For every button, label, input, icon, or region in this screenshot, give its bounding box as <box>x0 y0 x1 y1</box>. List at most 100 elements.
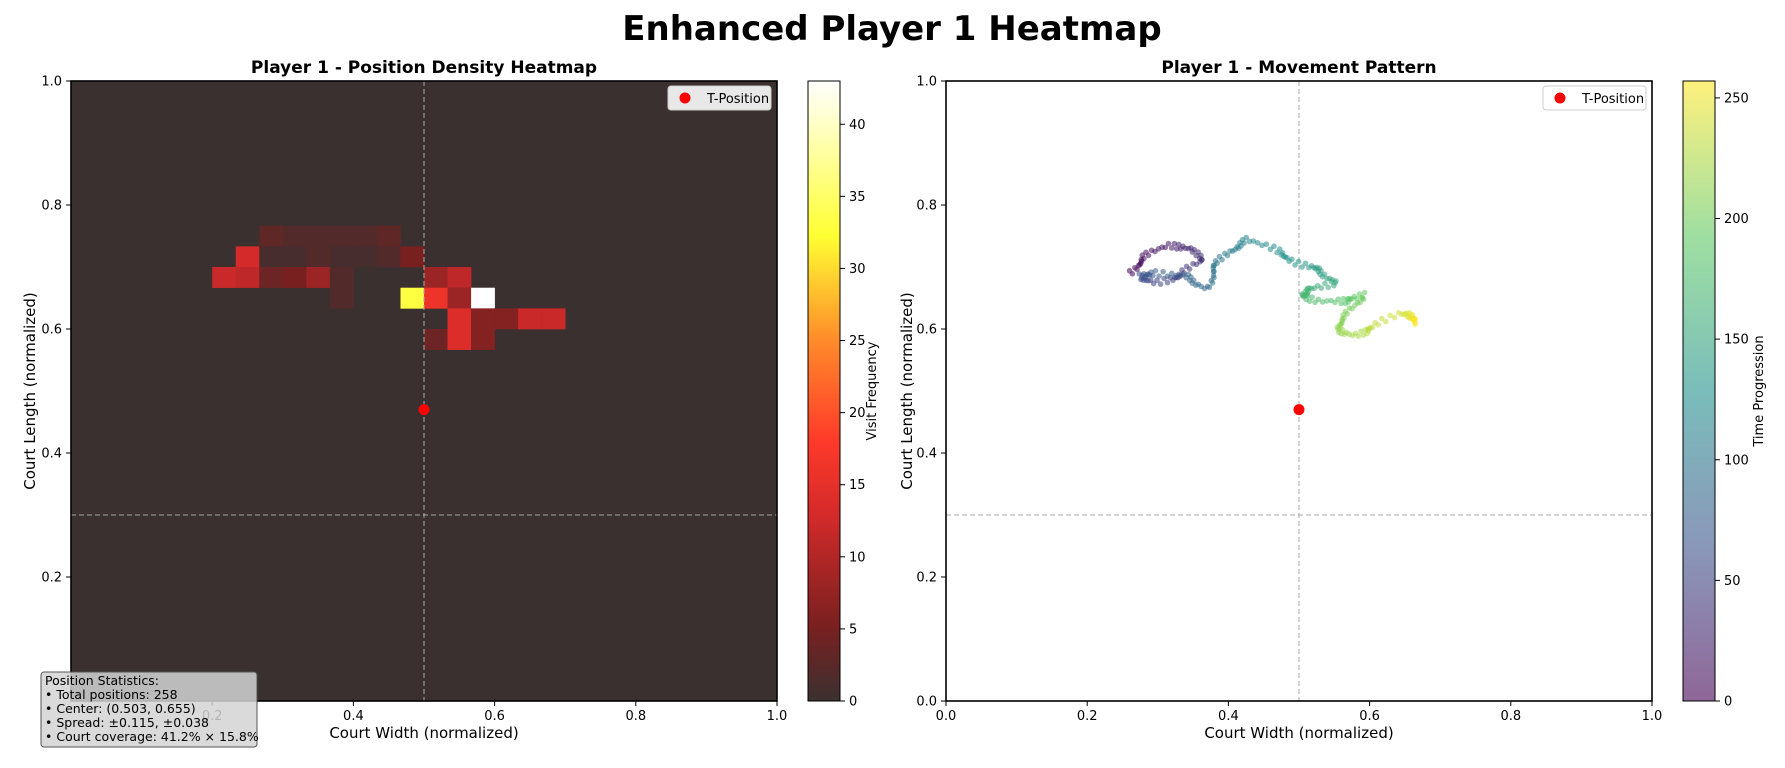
movement-colorbar-tick-label: 150 <box>1724 333 1749 348</box>
movement-point <box>1391 314 1398 321</box>
heatmap-cell <box>212 267 237 288</box>
heatmap-x-tick-label: 1.0 <box>767 709 788 724</box>
heatmap-cells <box>212 225 566 350</box>
movement-point <box>1383 318 1389 325</box>
heatmap-cell <box>329 287 354 309</box>
movement-colorbar-tick-label: 100 <box>1724 453 1749 468</box>
heatmap-colorbar-label: Visit Frequency <box>865 341 880 440</box>
movement-point <box>1379 315 1385 322</box>
movement-point <box>1156 273 1162 279</box>
heatmap-cell <box>282 225 307 247</box>
movement-point <box>1271 243 1277 250</box>
movement-t-position-dot <box>1293 404 1305 416</box>
heatmap-cell <box>353 246 378 268</box>
heatmap-legend-label: T-Position <box>706 92 769 107</box>
heatmap-x-tick-label: 0.4 <box>343 709 364 724</box>
heatmap-cell <box>329 225 354 247</box>
heatmap-y-tick-label: 0.6 <box>41 323 62 338</box>
heatmap-x-tick-label: 0.6 <box>484 709 505 724</box>
heatmap-colorbar-tick-label: 0 <box>849 695 857 710</box>
heatmap-cell <box>306 267 331 288</box>
heatmap-axes-frame <box>70 80 778 702</box>
movement-point <box>1209 280 1216 286</box>
movement-point <box>1169 270 1175 277</box>
heatmap-cell <box>424 329 448 350</box>
movement-point <box>1369 324 1376 331</box>
movement-point <box>1241 240 1247 246</box>
movement-point <box>1304 292 1311 299</box>
movement-point <box>1254 240 1261 246</box>
movement-guide-lines <box>946 81 1652 701</box>
heatmap-cell <box>329 246 354 268</box>
movement-point <box>1325 284 1332 291</box>
movement-point <box>1190 277 1197 284</box>
movement-y-tick-label: 0.6 <box>916 323 937 338</box>
movement-point <box>1375 322 1382 328</box>
movement-point <box>1129 271 1136 277</box>
movement-point <box>1173 246 1180 252</box>
heatmap-cell <box>471 287 495 309</box>
movement-point <box>1322 280 1328 287</box>
stats-line-total-positions: • Total positions: 258 <box>45 687 178 702</box>
heatmap-colorbar-gradient <box>807 80 841 702</box>
heatmap-t-position-dot <box>418 404 430 416</box>
movement-colorbar-label: Time Progression <box>1752 335 1767 447</box>
heatmap-legend-marker <box>679 92 691 104</box>
movement-point <box>1358 328 1364 334</box>
heatmap-legend: T-Position <box>667 85 772 111</box>
movement-colorbar-frame <box>1682 80 1716 702</box>
movement-y-axis-label: Court Length (normalized) <box>898 292 916 490</box>
heatmap-legend-box <box>667 85 772 111</box>
movement-point <box>1361 289 1368 296</box>
movement-point <box>1333 278 1339 284</box>
movement-point <box>1340 312 1346 318</box>
heatmap-cell <box>518 308 542 330</box>
heatmap-cell <box>235 267 260 288</box>
heatmap-cell <box>282 267 307 288</box>
heatmap-y-ticks: 0.2 0.4 0.6 0.8 1.0 <box>41 75 71 586</box>
movement-point <box>1411 317 1418 324</box>
heatmap-cell <box>235 246 260 268</box>
movement-point <box>1309 294 1315 300</box>
heatmap-colorbar-tick-label: 30 <box>849 262 866 277</box>
movement-point <box>1346 305 1353 311</box>
movement-point <box>1359 294 1365 301</box>
movement-point <box>1412 321 1418 328</box>
movement-point <box>1324 298 1330 304</box>
movement-point <box>1183 263 1190 270</box>
movement-x-tick-label: 0.0 <box>936 709 957 724</box>
heatmap-cell <box>447 267 472 288</box>
heatmap-cell <box>259 267 284 288</box>
movement-x-tick-label: 0.2 <box>1077 709 1098 724</box>
movement-point <box>1315 296 1322 303</box>
heatmap-colorbar: 0 5 10 15 20 25 30 35 40 Visit Frequency <box>807 80 880 710</box>
heatmap-colorbar-tick-label: 35 <box>849 190 866 205</box>
position-statistics-box: Position Statistics: • Total positions: … <box>40 671 259 748</box>
movement-y-tick-label: 0.4 <box>916 447 937 462</box>
movement-point <box>1289 256 1295 263</box>
movement-point <box>1250 238 1257 244</box>
movement-x-tick-label: 0.6 <box>1359 709 1380 724</box>
movement-x-tick-label: 1.0 <box>1642 709 1663 724</box>
heatmap-colorbar-tick-label: 5 <box>849 622 857 637</box>
stats-line-spread: • Spread: ±0.115, ±0.038 <box>45 715 209 730</box>
heatmap-title: Player 1 - Position Density Heatmap <box>251 58 597 78</box>
movement-colorbar: 0 50 100 150 200 250 Time Progression <box>1682 80 1767 710</box>
heatmap-colorbar-tick-label: 25 <box>849 334 866 349</box>
movement-pattern-panel: Player 1 - Movement Pattern 0.0 0.2 0.4 0.6… <box>898 58 1767 742</box>
movement-y-tick-label: 0.0 <box>916 695 937 710</box>
movement-legend: T-Position <box>1542 85 1647 111</box>
density-heatmap-panel: Player 1 - Position Density Heatmap 0.20… <box>21 58 880 742</box>
heatmap-cell <box>400 246 425 268</box>
heatmap-y-tick-label: 0.4 <box>41 447 62 462</box>
movement-point <box>1152 268 1159 274</box>
heatmap-cell <box>447 329 472 350</box>
movement-colorbar-tick-label: 0 <box>1724 695 1732 710</box>
heatmap-cell <box>353 225 378 247</box>
movement-point <box>1302 260 1309 267</box>
movement-point <box>1165 240 1172 247</box>
movement-x-tick-label: 0.4 <box>1218 709 1239 724</box>
movement-legend-box <box>1542 85 1647 111</box>
heatmap-cell <box>447 308 472 330</box>
movement-point <box>1141 255 1147 262</box>
